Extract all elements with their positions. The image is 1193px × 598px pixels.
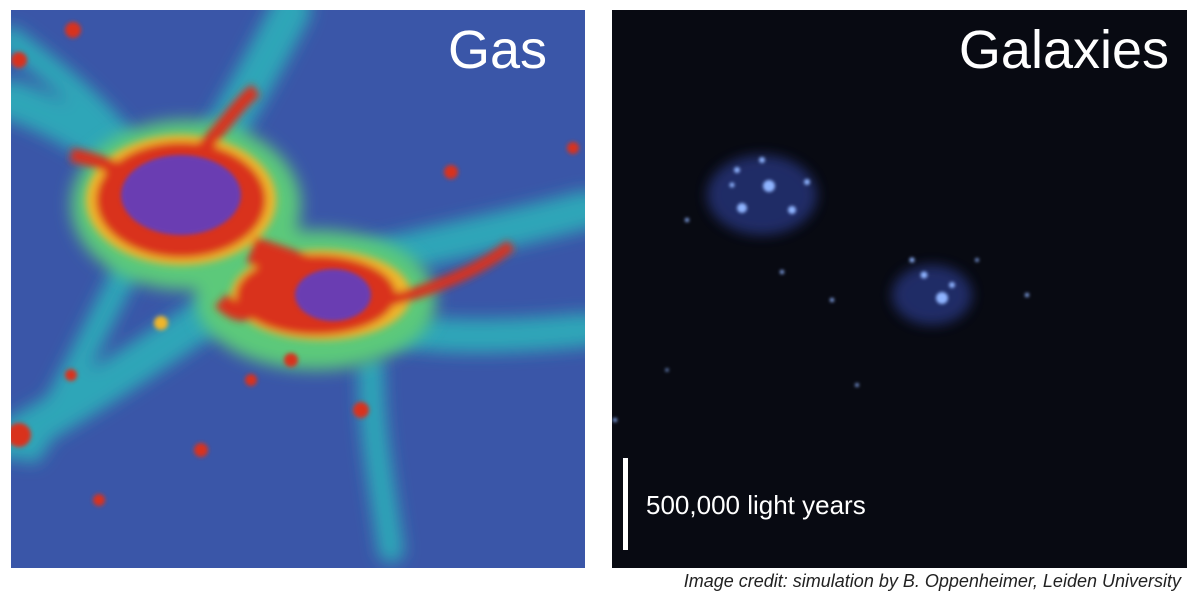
galaxies-panel-title: Galaxies (958, 20, 1169, 80)
scale-bar (623, 458, 628, 550)
gas-panel-title: Gas (447, 20, 547, 80)
image-credit: Image credit: simulation by B. Oppenheim… (683, 571, 1181, 591)
gas-density-image (11, 10, 585, 563)
galaxies-simulation-panel: Galaxies 500,000 light years (612, 10, 1187, 568)
scale-bar-label: 500,000 light years (646, 490, 866, 520)
gas-simulation-panel: Gas (11, 10, 585, 568)
galaxy-starlight-image (613, 155, 1029, 422)
